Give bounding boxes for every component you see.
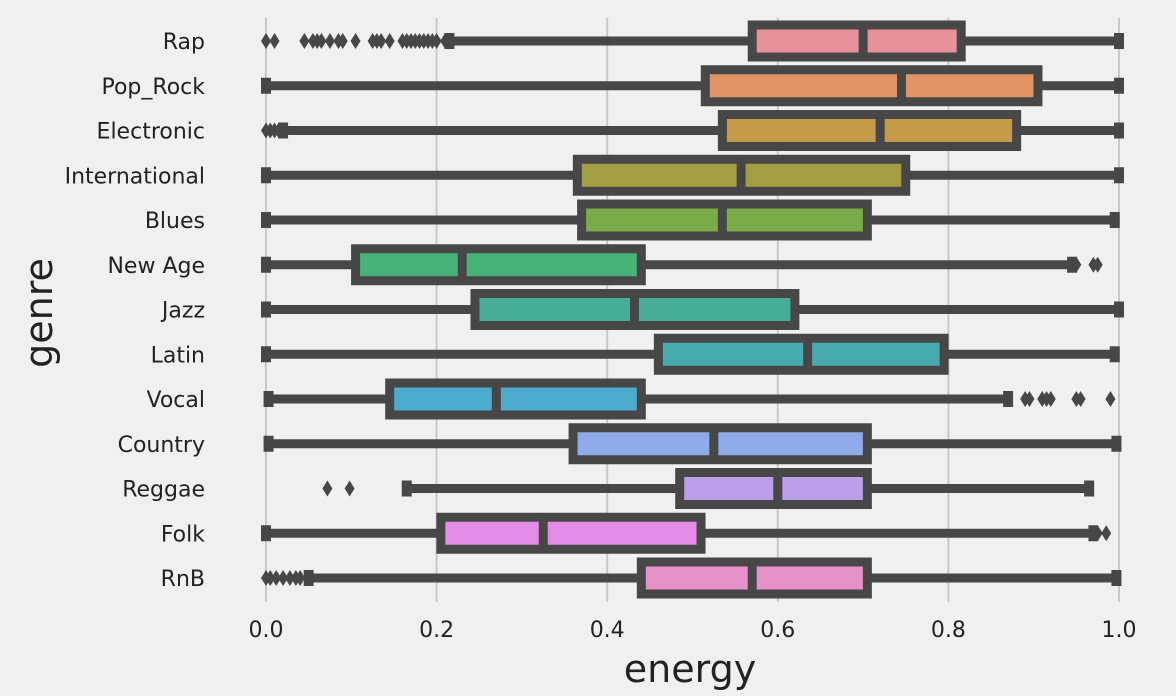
box-pop-rock	[261, 65, 1124, 107]
box-new-age	[261, 244, 1103, 286]
x-tick-labels: 0.0 0.2 0.4 0.6 0.8 1.0	[249, 618, 1137, 643]
y-tick-label: Electronic	[97, 120, 205, 145]
outlier-point	[376, 33, 387, 49]
whisker-cap-low	[261, 77, 271, 94]
whisker-cap-high	[1114, 301, 1124, 318]
x-axis-title: energy	[624, 647, 756, 691]
x-tick-label: 0.8	[931, 618, 966, 643]
whisker-cap-high	[1109, 212, 1120, 228]
y-tick-label: RnB	[161, 567, 205, 592]
outlier-point	[324, 33, 335, 49]
outlier-point	[384, 33, 395, 49]
box-country	[263, 423, 1122, 465]
whisker-cap-low	[261, 167, 271, 184]
y-tick-label: Rap	[163, 30, 205, 55]
box-international	[261, 154, 1124, 196]
box-iqr	[436, 512, 706, 554]
y-tick-label: Blues	[145, 209, 205, 234]
outlier-point	[1105, 391, 1116, 407]
y-tick-label: Latin	[151, 343, 205, 368]
whisker-cap-low	[261, 256, 271, 273]
whisker-cap-low	[261, 346, 271, 363]
box-rap	[261, 20, 1124, 62]
outlier-point	[278, 570, 289, 586]
outlier-point	[261, 33, 271, 49]
whisker-cap-high	[1114, 33, 1124, 49]
box-blues	[261, 199, 1120, 241]
box-latin	[261, 333, 1120, 375]
outlier-point	[299, 33, 310, 49]
x-tick-label: 0.0	[249, 618, 284, 643]
box-iqr	[700, 65, 1043, 107]
box-electronic	[261, 110, 1124, 151]
box-jazz	[261, 289, 1124, 330]
whisker-cap-low	[263, 391, 274, 407]
outlier-point	[273, 122, 284, 139]
outlier-point	[295, 570, 306, 586]
outlier-point	[431, 33, 442, 49]
outlier-point	[269, 33, 280, 49]
y-tick-label: Vocal	[147, 388, 206, 413]
whisker-cap-high	[1111, 435, 1122, 452]
y-tick-label: Country	[118, 433, 205, 458]
box-iqr	[568, 423, 872, 465]
outlier-point	[265, 570, 276, 586]
whisker-cap-low	[261, 212, 271, 228]
outlier-point	[350, 33, 361, 49]
whisker-cap-high	[1003, 391, 1014, 407]
y-tick-label: International	[65, 164, 205, 189]
whisker-cap-high	[1109, 346, 1120, 363]
x-tick-label: 1.0	[1102, 618, 1137, 643]
outlier-point	[1092, 256, 1103, 273]
box-iqr	[747, 20, 966, 62]
y-axis-title: genre	[17, 258, 61, 368]
box-folk	[261, 512, 1112, 554]
y-tick-labels: Rap Pop_Rock Electronic International Blues N…	[65, 30, 206, 592]
whisker-cap-high	[1114, 77, 1124, 94]
outlier-point	[1092, 525, 1103, 542]
x-tick-label: 0.6	[760, 618, 795, 643]
box-iqr	[385, 378, 646, 420]
whisker-cap-low	[303, 570, 314, 586]
box-iqr	[653, 333, 949, 375]
outlier-point	[284, 570, 295, 586]
whisker-cap-high	[1114, 122, 1124, 139]
outlier-point	[1045, 391, 1056, 407]
outlier-point	[344, 480, 355, 497]
outlier-point	[1024, 391, 1035, 407]
box-rnb	[261, 557, 1122, 599]
whisker-cap-high	[1084, 480, 1095, 497]
outlier-point	[316, 33, 327, 49]
whisker-cap-high	[1111, 570, 1122, 586]
outlier-point	[1075, 391, 1086, 407]
x-tick-label: 0.4	[590, 618, 625, 643]
outlier-point	[337, 33, 348, 49]
outlier-point	[1071, 256, 1082, 273]
x-tick-label: 0.2	[419, 618, 454, 643]
y-tick-label: Pop_Rock	[101, 75, 205, 100]
y-tick-label: Reggae	[122, 478, 205, 503]
whisker-cap-low	[263, 435, 274, 452]
box-iqr	[351, 244, 646, 286]
box-iqr	[717, 110, 1022, 151]
y-tick-label: Jazz	[160, 299, 205, 324]
outlier-point	[440, 33, 451, 49]
whisker-cap-low	[261, 301, 271, 318]
whisker-cap-low	[401, 480, 412, 497]
y-tick-label: Folk	[161, 522, 205, 547]
outlier-point	[271, 570, 282, 586]
box-reggae	[322, 468, 1095, 509]
outlier-point	[1101, 525, 1112, 542]
y-tick-label: New Age	[107, 254, 205, 279]
box-series	[261, 20, 1124, 599]
box-vocal	[263, 378, 1116, 420]
whisker-cap-low	[261, 525, 271, 542]
whisker-cap-high	[1114, 167, 1124, 184]
outlier-point	[322, 480, 333, 497]
